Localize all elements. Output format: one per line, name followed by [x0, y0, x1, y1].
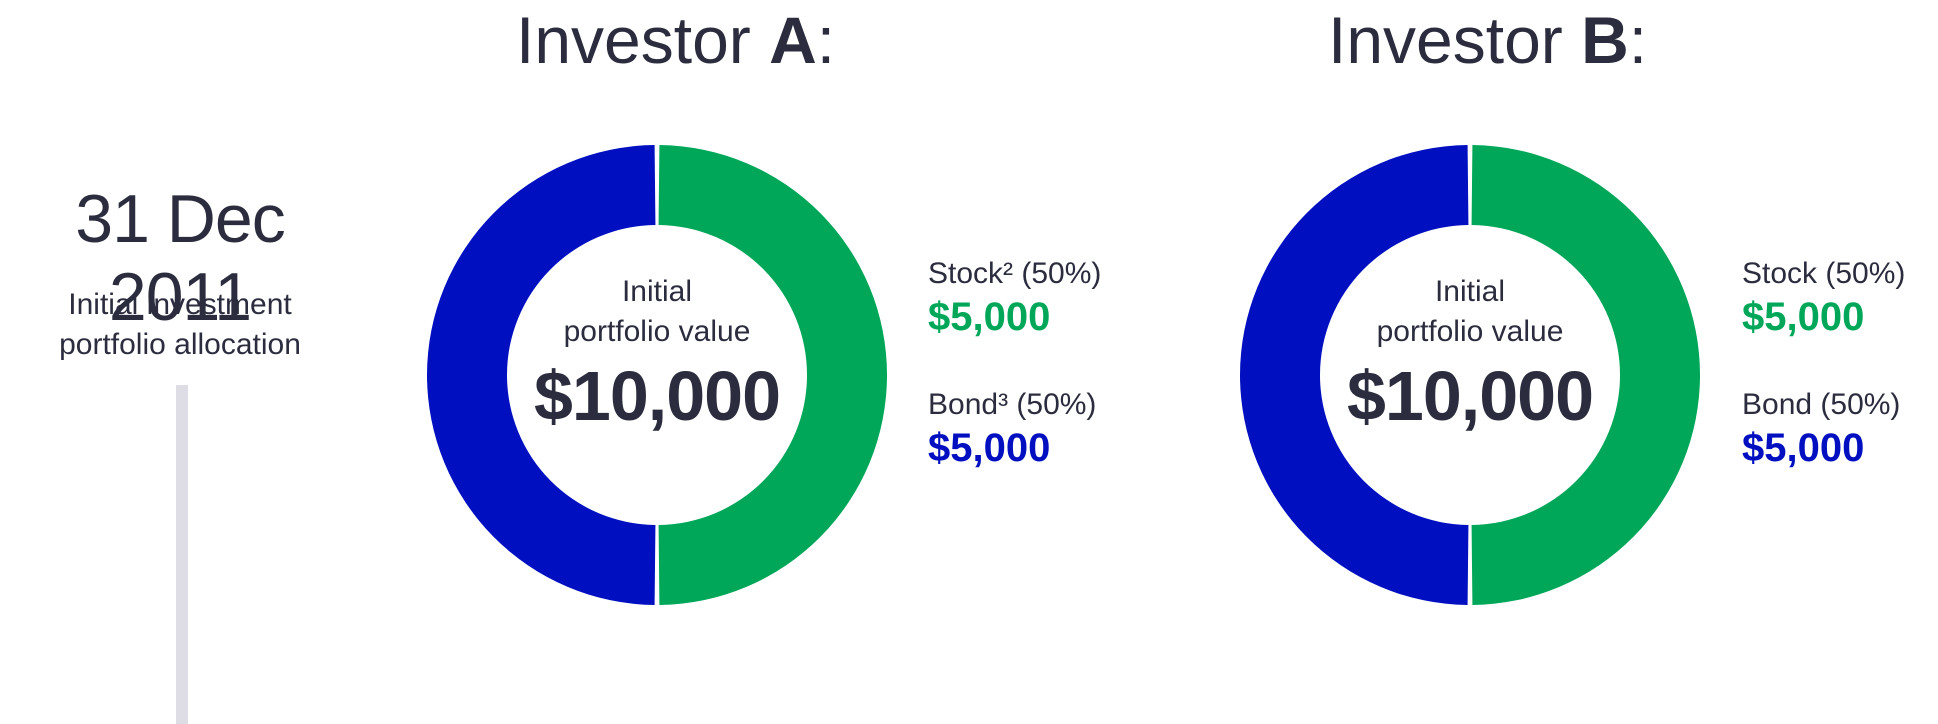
- timeline-caption: Initial investment portfolio allocation: [0, 285, 360, 365]
- investor-a-legend: Stock² (50%) $5,000 Bond³ (50%) $5,000: [928, 254, 1168, 471]
- investor-b-stock-slice: [1471, 145, 1700, 605]
- investor-b-stock-value: $5,000: [1742, 295, 1865, 339]
- investor-a-stock-slice: [658, 145, 887, 605]
- timeline-date: 31 Dec 2011: [75, 181, 285, 335]
- investor-b-title: Investor B:: [1328, 2, 1647, 78]
- investor-a-stock-label: Stock² (50%): [928, 257, 1102, 290]
- timeline-caption-line1: Initial investment: [68, 288, 292, 321]
- timeline-caption-line2: portfolio allocation: [59, 328, 301, 361]
- investor-b-legend: Stock (50%) $5,000 Bond (50%) $5,000: [1742, 254, 1938, 471]
- investor-a-center-caption-line2: portfolio value: [563, 315, 751, 348]
- investor-a-center: Initial portfolio value $10,000: [457, 272, 857, 436]
- timeline-line: [176, 385, 188, 724]
- investor-a-bond-value: $5,000: [928, 426, 1051, 470]
- investor-a-title: Investor A:: [516, 2, 835, 78]
- investor-b-bond-value: $5,000: [1742, 426, 1865, 470]
- investor-b-center-caption-line2: portfolio value: [1376, 315, 1564, 348]
- investor-a-donut-chart: [427, 145, 887, 605]
- investor-b-donut-chart: [1240, 145, 1700, 605]
- investor-b-center-value: $10,000: [1346, 357, 1594, 435]
- investor-a-center-value: $10,000: [533, 357, 781, 435]
- investor-a-bond-label: Bond³ (50%): [928, 388, 1097, 421]
- investor-b-bond-label: Bond (50%): [1742, 388, 1901, 421]
- investor-a-bond-slice: [427, 145, 656, 605]
- investor-a-title-letter: A: [769, 3, 817, 77]
- investor-b-stock-label: Stock (50%): [1742, 257, 1906, 290]
- investor-b-title-prefix: Investor: [1328, 3, 1582, 77]
- investor-a-title-suffix: :: [816, 3, 836, 77]
- investor-a-title-prefix: Investor: [516, 3, 770, 77]
- investor-b-center-caption-line1: Initial: [1434, 275, 1506, 308]
- investor-b-bond-slice: [1240, 145, 1469, 605]
- investor-b-center: Initial portfolio value $10,000: [1270, 272, 1670, 436]
- investor-a-center-caption-line1: Initial: [621, 275, 693, 308]
- investor-a-stock-value: $5,000: [928, 295, 1051, 339]
- investor-b-title-letter: B: [1581, 3, 1629, 77]
- investor-b-title-suffix: :: [1628, 3, 1648, 77]
